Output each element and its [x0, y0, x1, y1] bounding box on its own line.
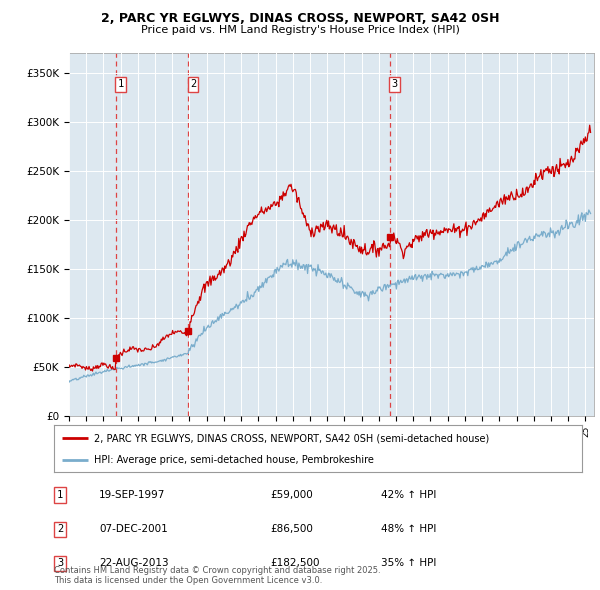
Text: 3: 3: [392, 80, 398, 90]
Text: 22-AUG-2013: 22-AUG-2013: [99, 559, 169, 568]
Text: 2: 2: [57, 525, 63, 534]
Text: 2, PARC YR EGLWYS, DINAS CROSS, NEWPORT, SA42 0SH: 2, PARC YR EGLWYS, DINAS CROSS, NEWPORT,…: [101, 12, 499, 25]
Text: 2, PARC YR EGLWYS, DINAS CROSS, NEWPORT, SA42 0SH (semi-detached house): 2, PARC YR EGLWYS, DINAS CROSS, NEWPORT,…: [94, 433, 489, 443]
Text: Contains HM Land Registry data © Crown copyright and database right 2025.
This d: Contains HM Land Registry data © Crown c…: [54, 566, 380, 585]
Text: 48% ↑ HPI: 48% ↑ HPI: [381, 525, 436, 534]
Text: Price paid vs. HM Land Registry's House Price Index (HPI): Price paid vs. HM Land Registry's House …: [140, 25, 460, 35]
Text: 35% ↑ HPI: 35% ↑ HPI: [381, 559, 436, 568]
Text: 42% ↑ HPI: 42% ↑ HPI: [381, 490, 436, 500]
Text: 07-DEC-2001: 07-DEC-2001: [99, 525, 168, 534]
Text: £182,500: £182,500: [270, 559, 320, 568]
Text: 2: 2: [190, 80, 196, 90]
Text: 1: 1: [118, 80, 124, 90]
Text: £86,500: £86,500: [270, 525, 313, 534]
Text: 1: 1: [57, 490, 63, 500]
Text: 3: 3: [57, 559, 63, 568]
Text: £59,000: £59,000: [270, 490, 313, 500]
Text: HPI: Average price, semi-detached house, Pembrokeshire: HPI: Average price, semi-detached house,…: [94, 455, 373, 465]
Text: 19-SEP-1997: 19-SEP-1997: [99, 490, 166, 500]
